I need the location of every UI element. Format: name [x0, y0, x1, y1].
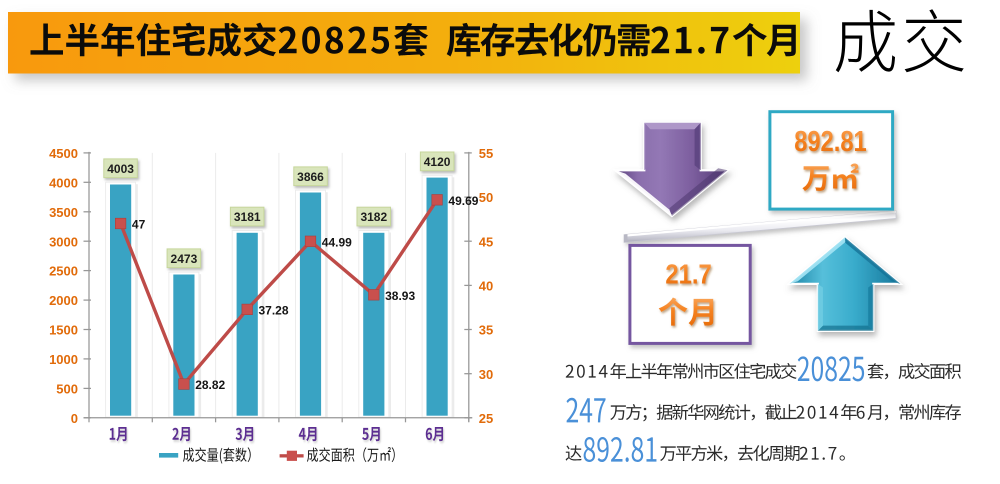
svg-text:2473: 2473	[171, 252, 198, 266]
svg-text:3000: 3000	[49, 234, 78, 249]
svg-text:37.28: 37.28	[259, 304, 289, 318]
svg-text:28.82: 28.82	[195, 378, 225, 392]
svg-text:2000: 2000	[49, 293, 78, 308]
svg-text:4000: 4000	[49, 175, 78, 190]
svg-text:3182: 3182	[360, 210, 387, 224]
svg-text:3866: 3866	[297, 170, 324, 184]
svg-text:38.93: 38.93	[385, 289, 415, 303]
svg-text:4500: 4500	[49, 146, 78, 161]
svg-text:45: 45	[479, 234, 493, 249]
svg-text:50: 50	[479, 190, 493, 205]
svg-text:500: 500	[56, 382, 78, 397]
svg-text:21.7: 21.7	[665, 258, 711, 289]
svg-text:55: 55	[479, 146, 493, 161]
svg-text:30: 30	[479, 367, 493, 382]
svg-text:35: 35	[479, 323, 493, 338]
svg-text:892.81: 892.81	[794, 126, 867, 158]
svg-text:44.99: 44.99	[322, 235, 352, 249]
svg-text:49.69: 49.69	[448, 194, 478, 208]
svg-text:40: 40	[479, 279, 493, 294]
svg-text:1500: 1500	[49, 323, 78, 338]
svg-text:1000: 1000	[49, 352, 78, 367]
svg-text:47: 47	[132, 218, 146, 232]
svg-text:3181: 3181	[234, 210, 261, 224]
svg-text:0: 0	[71, 411, 78, 426]
svg-text:3500: 3500	[49, 205, 78, 220]
svg-text:4003: 4003	[107, 162, 134, 176]
svg-text:2500: 2500	[49, 264, 78, 279]
svg-text:4120: 4120	[424, 155, 451, 169]
svg-text:25: 25	[479, 411, 493, 426]
